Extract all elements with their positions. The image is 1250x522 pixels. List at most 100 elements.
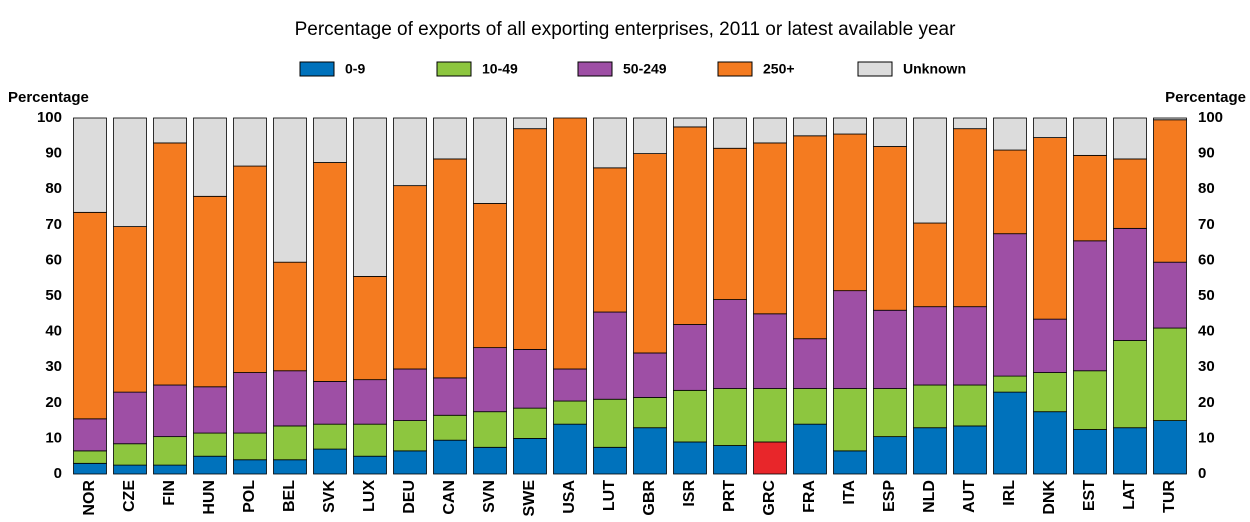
- x-tick-label: LAT: [1121, 480, 1138, 510]
- bar-segment: [513, 437, 547, 475]
- legend-label: 50-249: [623, 61, 667, 77]
- x-tick-label: EST: [1081, 480, 1098, 511]
- x-tick-label: USA: [561, 480, 578, 514]
- bar-segment: [873, 436, 907, 475]
- bar-segment: [1033, 117, 1067, 138]
- y-tick-label: 10: [45, 429, 62, 446]
- bar-segment: [273, 370, 307, 427]
- x-tick-label: ESP: [881, 480, 898, 512]
- bar-segment: [633, 397, 667, 429]
- y-axis-label: Percentage: [8, 89, 89, 106]
- x-tick-label: DEU: [401, 480, 418, 514]
- bar-segment: [1113, 117, 1147, 160]
- bar-segment: [593, 117, 627, 169]
- legend-label: Unknown: [903, 61, 966, 77]
- bar-segment: [1113, 340, 1147, 429]
- bar-segment: [113, 391, 147, 445]
- bar-segment: [833, 133, 867, 292]
- bar-segment: [153, 464, 187, 475]
- bar-segment: [193, 386, 227, 434]
- bar-segment: [673, 441, 707, 475]
- bar-segment: [513, 348, 547, 409]
- legend-swatch: [299, 61, 335, 77]
- x-tick-label: FRA: [801, 480, 818, 513]
- bar-segment: [553, 423, 587, 475]
- bar-segment: [473, 117, 507, 204]
- bar-segment: [233, 432, 267, 461]
- bar-segment: [1073, 370, 1107, 430]
- bar-segment: [393, 117, 427, 187]
- bar-segment: [433, 117, 467, 160]
- bar-segment: [473, 446, 507, 475]
- y-tick-label: 80: [45, 180, 62, 197]
- bar-segment: [873, 309, 907, 389]
- bar-segment: [433, 158, 467, 379]
- bar-segment: [713, 445, 747, 475]
- x-tick-label: LUX: [361, 480, 378, 512]
- bar-segment: [233, 372, 267, 434]
- bar-segment: [393, 368, 427, 422]
- bar-segment: [1113, 227, 1147, 341]
- x-tick-label: AUT: [961, 480, 978, 513]
- x-tick-label: SVN: [481, 480, 498, 513]
- bar-segment: [793, 117, 827, 137]
- bar-segment: [433, 439, 467, 475]
- x-tick-label: NOR: [81, 480, 98, 516]
- bar-segment: [593, 446, 627, 475]
- legend-label: 250+: [763, 61, 795, 77]
- bar-segment: [193, 195, 227, 388]
- y2-tick-label: 10: [1198, 429, 1215, 446]
- bar-segment: [753, 441, 787, 475]
- bar-segment: [1033, 318, 1067, 373]
- bar-segment: [153, 142, 187, 386]
- bar-segment: [193, 432, 227, 457]
- bar-segment: [313, 117, 347, 163]
- bar-segment: [473, 411, 507, 448]
- bar-segment: [313, 162, 347, 382]
- bar-segment: [473, 347, 507, 413]
- x-tick-label: POL: [241, 480, 258, 513]
- bar-segment: [113, 117, 147, 227]
- bar-segment: [353, 379, 387, 425]
- y-tick-label: 70: [45, 216, 62, 233]
- bar-segment: [873, 388, 907, 438]
- bar-segment: [113, 443, 147, 466]
- bar-segment: [233, 117, 267, 167]
- legend-swatch: [717, 61, 753, 77]
- bar-segment: [833, 117, 867, 135]
- bar-segment: [913, 306, 947, 386]
- bar-segment: [553, 400, 587, 425]
- bar-segment: [993, 117, 1027, 151]
- x-tick-label: PRT: [721, 480, 738, 512]
- bar-segment: [313, 381, 347, 425]
- bar-segment: [513, 407, 547, 439]
- bar-segment: [1113, 427, 1147, 475]
- legend-swatch: [857, 61, 893, 77]
- legend-label: 0-9: [345, 61, 365, 77]
- bar-segment: [113, 464, 147, 475]
- bar-segment: [833, 450, 867, 475]
- x-tick-label: ITA: [841, 480, 858, 505]
- y2-tick-label: 80: [1198, 180, 1215, 197]
- bar-segment: [1033, 372, 1067, 413]
- x-tick-label: CAN: [441, 480, 458, 515]
- bar-segment: [593, 398, 627, 448]
- bar-segment: [913, 222, 947, 308]
- legend-swatch: [577, 61, 613, 77]
- bar-segment: [913, 427, 947, 475]
- x-tick-label: SWE: [521, 480, 538, 517]
- bar-segment: [633, 427, 667, 475]
- bar-segment: [833, 388, 867, 452]
- bar-segment: [73, 418, 107, 452]
- x-tick-label: GRC: [761, 480, 778, 516]
- bar-segment: [1033, 137, 1067, 320]
- bar-segment: [273, 117, 307, 263]
- x-tick-label: HUN: [201, 480, 218, 515]
- bar-segment: [1153, 327, 1187, 422]
- bar-segment: [953, 384, 987, 427]
- bar-segment: [593, 167, 627, 313]
- bar-segment: [73, 211, 107, 420]
- y2-tick-label: 60: [1198, 251, 1215, 268]
- bar-segment: [873, 146, 907, 311]
- bar-segment: [793, 135, 827, 340]
